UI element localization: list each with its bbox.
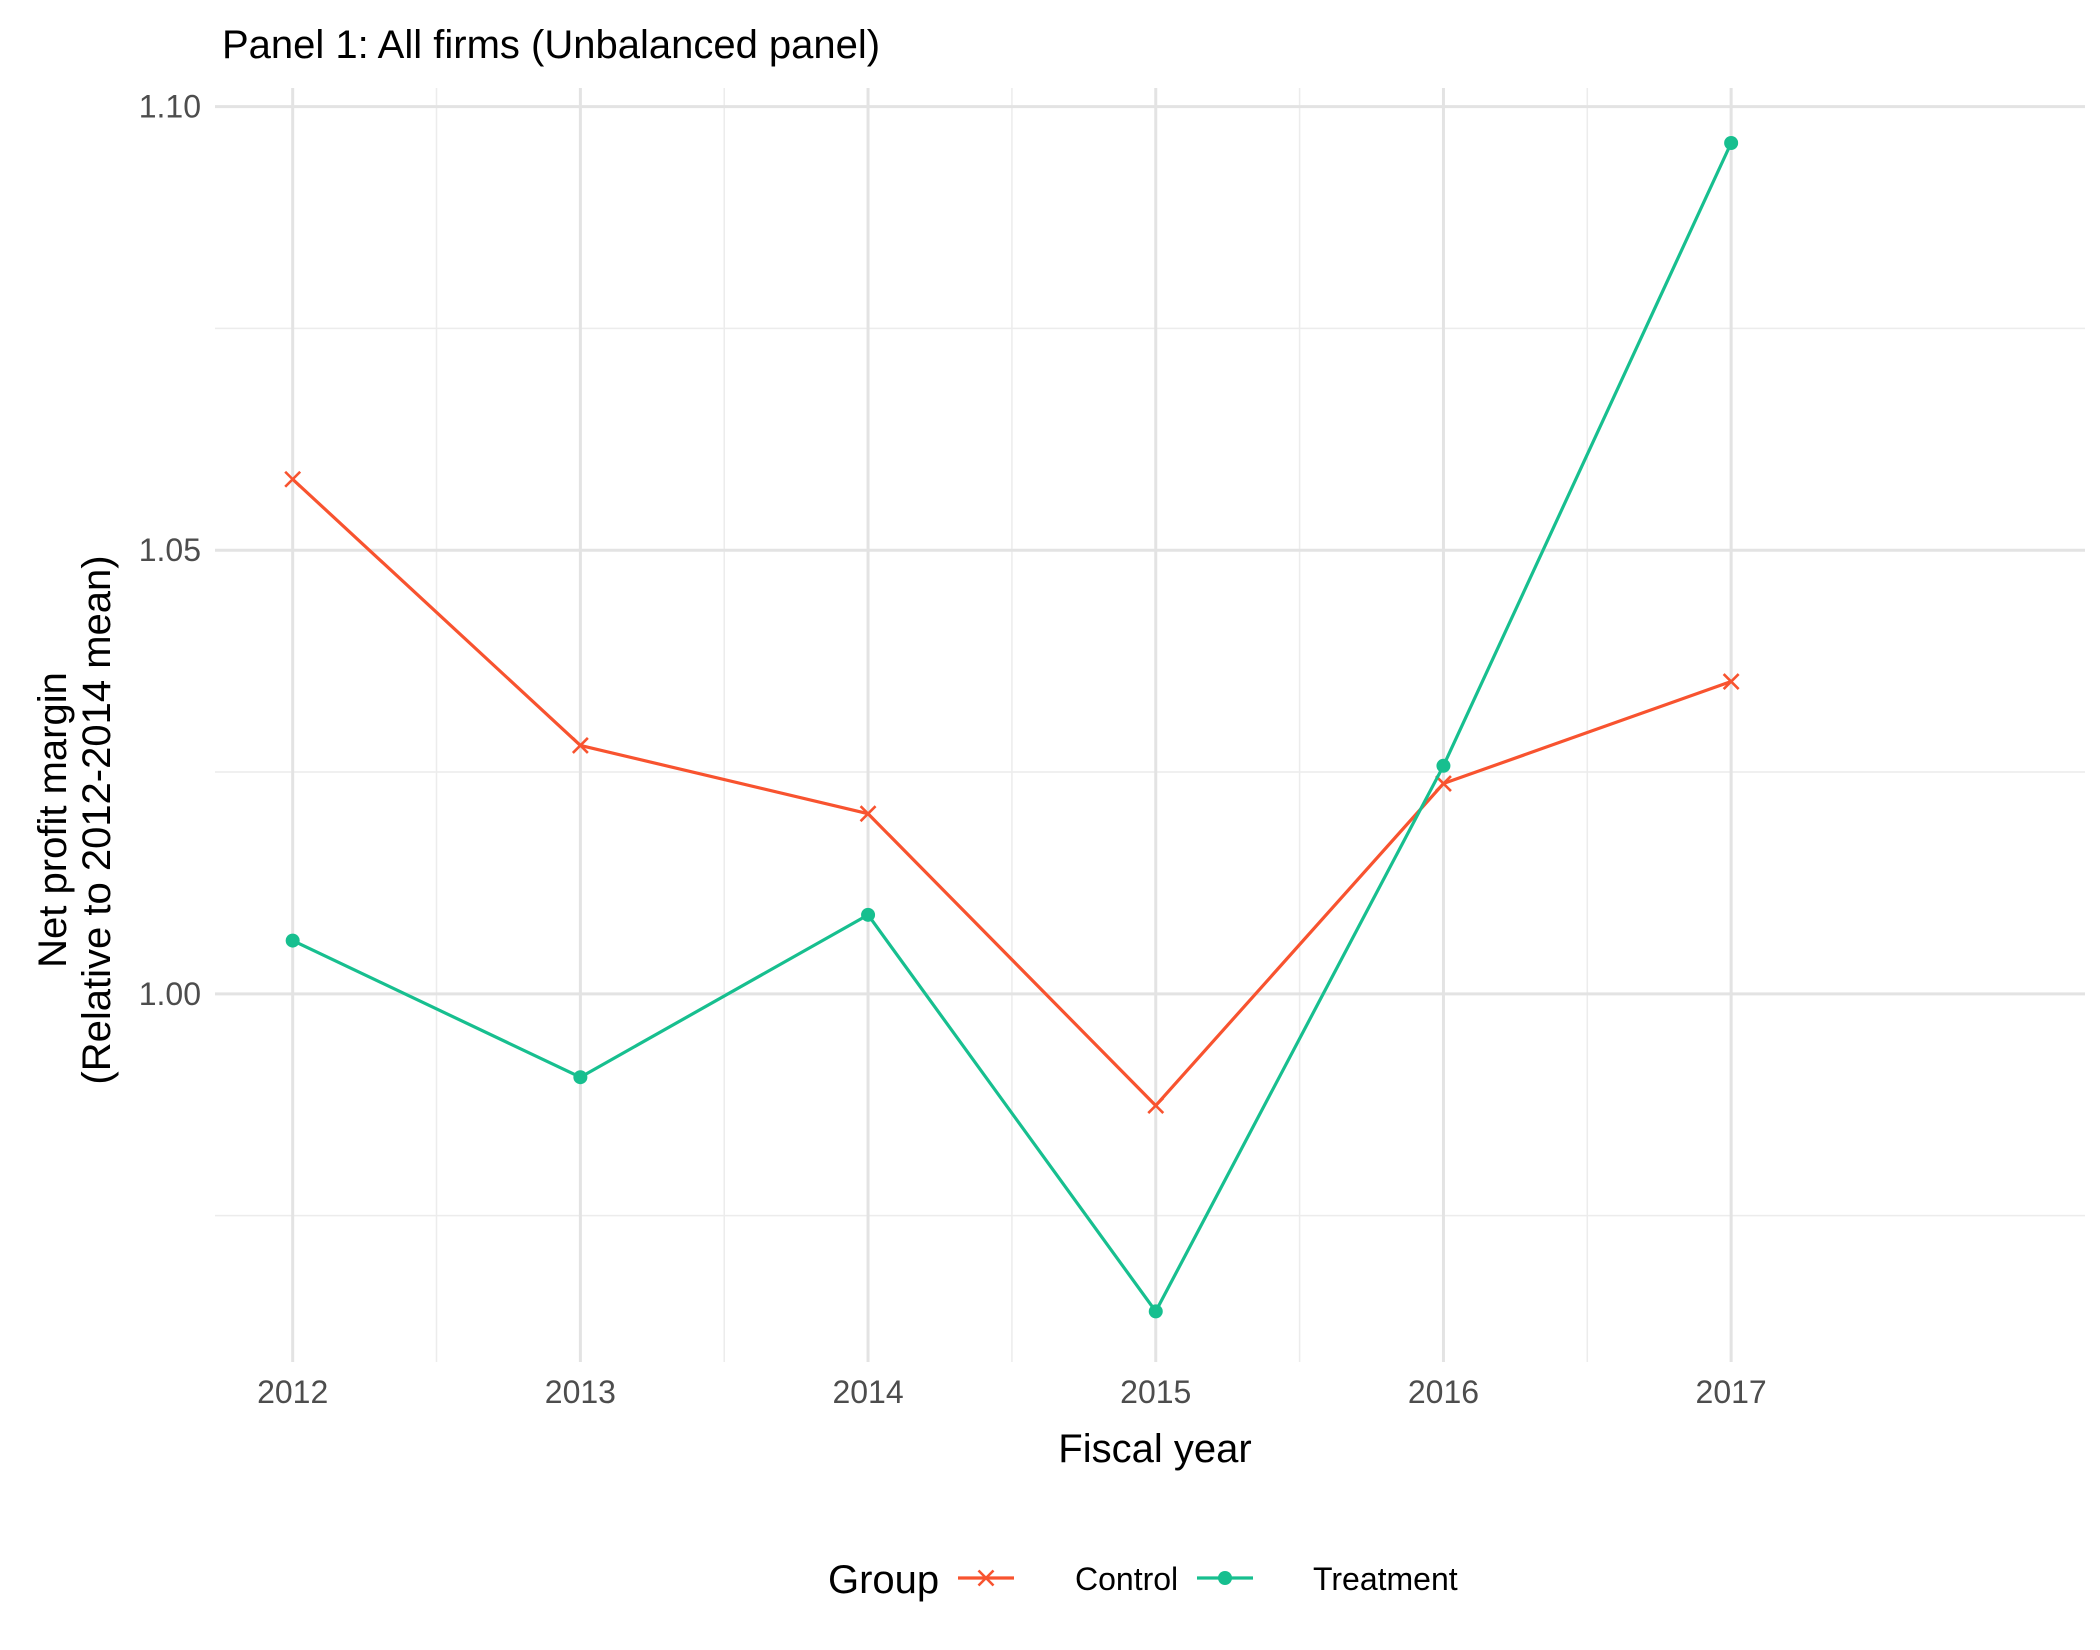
data-point-control xyxy=(284,470,302,488)
chart-title: Panel 1: All firms (Unbalanced panel) xyxy=(222,23,880,67)
legend-key-control xyxy=(958,1569,1014,1587)
legend-key-marker xyxy=(1218,1571,1232,1585)
data-point-treatment xyxy=(573,1070,588,1085)
y-axis-title-line1: Net profit margin xyxy=(31,672,75,968)
data-point-control xyxy=(1147,1097,1165,1115)
legend-key-marker xyxy=(977,1569,995,1587)
series-line-treatment xyxy=(291,142,1733,1314)
tick-layer: 1.00 1.05 1.10 2012 2013 2014 2015 2016 2017 xyxy=(139,89,1767,1410)
y-tick-label: 1.00 xyxy=(139,976,201,1012)
y-tick-label: 1.10 xyxy=(139,89,201,125)
x-tick-label: 2015 xyxy=(1120,1374,1191,1410)
data-point-treatment xyxy=(1148,1304,1163,1319)
legend-title: Group xyxy=(828,1558,939,1602)
data-point-control xyxy=(859,805,877,823)
y-axis-title-line2: (Relative to 2012-2014 mean) xyxy=(75,555,119,1084)
grid-layer xyxy=(215,88,2085,1362)
x-tick-label: 2012 xyxy=(257,1374,328,1410)
x-tick-label: 2014 xyxy=(832,1374,903,1410)
data-point-control xyxy=(1722,673,1740,690)
legend-key-marker-stroke xyxy=(977,1569,995,1587)
legend-keys xyxy=(958,1569,1253,1587)
data-point-treatment xyxy=(861,907,876,922)
data-point-control-stroke xyxy=(284,470,302,488)
series-layer xyxy=(284,136,1740,1319)
data-point-control-stroke xyxy=(1722,673,1740,690)
x-tick-label: 2013 xyxy=(545,1374,616,1410)
x-tick-label: 2016 xyxy=(1408,1374,1479,1410)
series-treatment xyxy=(285,136,1739,1319)
data-point-treatment xyxy=(1436,758,1451,773)
legend: Group Control Treatment xyxy=(828,1558,1458,1602)
data-point-control-stroke xyxy=(1147,1097,1165,1115)
y-tick-label: 1.05 xyxy=(139,532,201,568)
x-tick-label: 2017 xyxy=(1696,1374,1767,1410)
legend-label-treatment: Treatment xyxy=(1313,1561,1458,1597)
legend-label-control: Control xyxy=(1075,1561,1178,1597)
data-point-control xyxy=(571,736,589,754)
x-axis-title: Fiscal year xyxy=(1058,1427,1251,1471)
data-point-control-stroke xyxy=(1435,775,1452,792)
data-point-treatment xyxy=(285,933,300,948)
data-point-control-stroke xyxy=(571,736,589,754)
data-point-treatment xyxy=(1724,136,1739,151)
series-line-control xyxy=(291,478,1732,1108)
legend-key-treatment xyxy=(1197,1571,1253,1585)
data-point-control-stroke xyxy=(859,805,877,823)
y-axis-title: Net profit margin (Relative to 2012-2014… xyxy=(31,555,119,1084)
